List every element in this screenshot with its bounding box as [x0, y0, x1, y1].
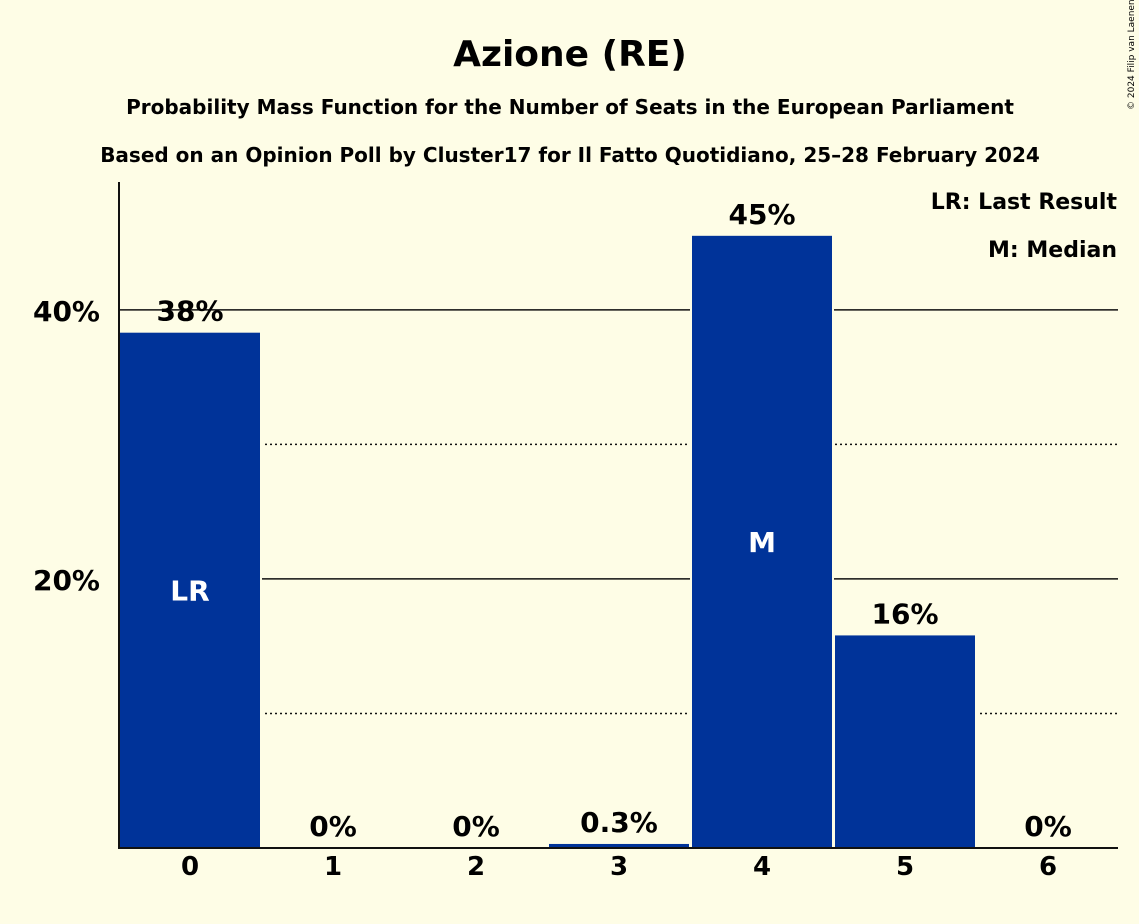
- data-label: 0%: [1024, 810, 1072, 843]
- data-label: 45%: [728, 198, 795, 231]
- x-tick-label: 3: [610, 852, 628, 882]
- bar: [120, 332, 260, 848]
- bar: [692, 235, 832, 848]
- x-tick-label: 4: [753, 852, 771, 882]
- chart-title: Azione (RE): [453, 34, 687, 75]
- x-tick-label: 0: [181, 852, 199, 882]
- x-tick-label: 5: [896, 852, 914, 882]
- in-bar-label: M: [748, 526, 776, 559]
- bars: [118, 233, 977, 848]
- bar: [549, 843, 689, 848]
- legend-last-result: LR: Last Result: [931, 190, 1118, 215]
- bar: [835, 635, 975, 848]
- chart-source: Based on an Opinion Poll by Cluster17 fo…: [100, 143, 1040, 167]
- tick-labels: 0 1 2 3 4 5 6 20% 40%: [33, 295, 1057, 882]
- y-tick-label: 40%: [33, 295, 100, 328]
- chart-subtitle: Probability Mass Function for the Number…: [126, 95, 1014, 119]
- x-tick-label: 2: [467, 852, 485, 882]
- x-tick-label: 1: [324, 852, 342, 882]
- data-labels: 38% LR 0% 0% 0.3% 45% M 16% 0%: [156, 198, 1071, 843]
- copyright-note: © 2024 Filip van Laenen: [1127, 0, 1137, 110]
- data-label: 0%: [452, 810, 500, 843]
- data-label: 0.3%: [580, 806, 658, 839]
- y-tick-label: 20%: [33, 564, 100, 597]
- data-label: 0%: [309, 810, 357, 843]
- x-tick-label: 6: [1039, 852, 1057, 882]
- data-label: 16%: [871, 597, 938, 630]
- data-label: 38%: [156, 295, 223, 328]
- axes: [118, 182, 1118, 849]
- in-bar-label: LR: [170, 574, 209, 607]
- legend-median: M: Median: [988, 238, 1117, 263]
